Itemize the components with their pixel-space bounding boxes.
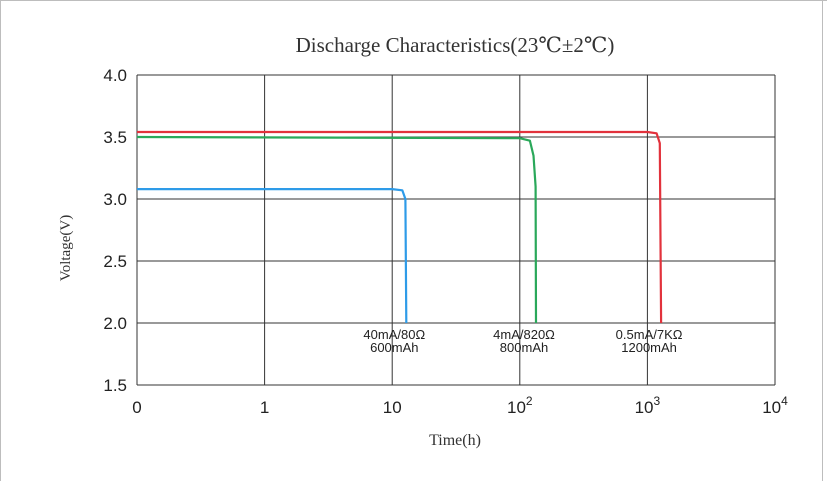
y-tick-label: 1.5 (103, 376, 127, 395)
y-tick-label: 3.5 (103, 128, 127, 147)
series-annotation: 800mAh (500, 340, 548, 355)
series-annotation: 0.5mA/7KΩ (616, 327, 683, 342)
series-annotation: 600mAh (370, 340, 418, 355)
series-annotation: 40mA/80Ω (363, 327, 425, 342)
chart-title: Discharge Characteristics(23℃±2℃) (296, 33, 615, 57)
x-tick-label: 104 (762, 394, 788, 417)
x-tick-label: 102 (507, 394, 533, 417)
y-tick-label: 3.0 (103, 190, 127, 209)
series (136, 130, 663, 324)
x-tick-label: 10 (383, 398, 402, 417)
series-line (137, 130, 663, 324)
y-tick-label: 2.0 (103, 314, 127, 333)
x-tick-label: 0 (132, 398, 141, 417)
series-annotation: 4mA/820Ω (493, 327, 555, 342)
tick-labels: 1.5 2.0 2.5 3.0 3.5 4.0 0 1 10 102 103 104 (103, 66, 788, 417)
y-tick-label: 4.0 (103, 66, 127, 85)
y-tick-label: 2.5 (103, 252, 127, 271)
x-axis-label: Time(h) (429, 432, 481, 449)
x-tick-label: 1 (260, 398, 269, 417)
x-tick-label: 103 (635, 394, 661, 417)
series-line (137, 188, 408, 324)
y-axis-label: Voltage(V) (58, 215, 74, 281)
series-line (136, 135, 538, 324)
series-annotation: 1200mAh (621, 340, 677, 355)
